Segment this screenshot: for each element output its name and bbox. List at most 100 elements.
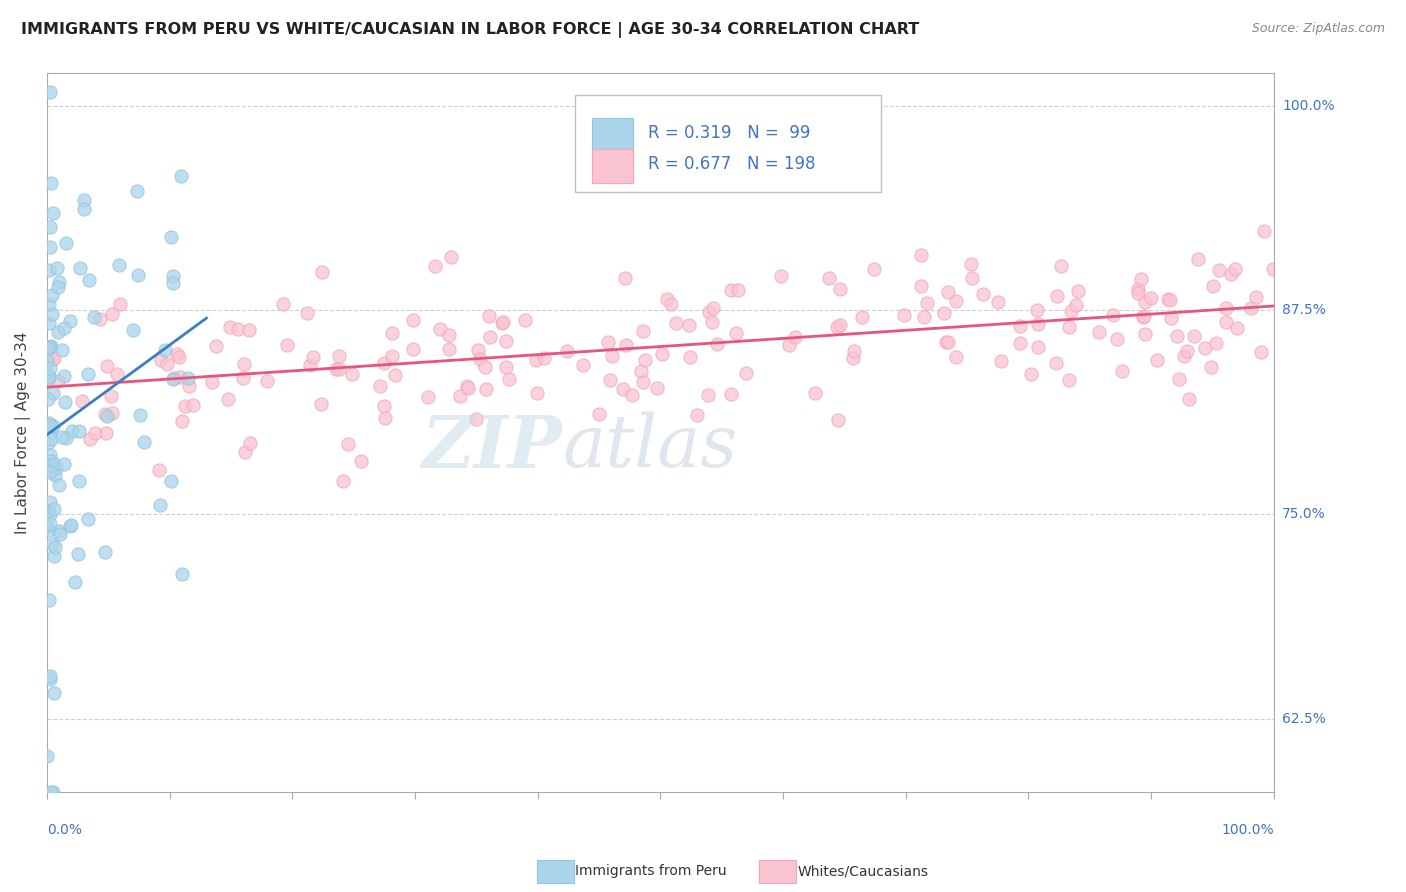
Point bbox=[1064, 298, 1087, 312]
Point bbox=[69, 260, 91, 275]
Point bbox=[37, 353, 59, 368]
Point bbox=[70, 393, 93, 408]
Point bbox=[679, 351, 702, 365]
Point bbox=[271, 297, 294, 311]
Point bbox=[474, 360, 496, 375]
Point bbox=[1105, 332, 1128, 346]
Point bbox=[1219, 267, 1241, 281]
Point bbox=[686, 409, 709, 423]
Text: Immigrants from Peru: Immigrants from Peru bbox=[575, 864, 727, 879]
Point bbox=[77, 512, 100, 526]
Point bbox=[1111, 364, 1133, 378]
Point bbox=[134, 434, 156, 449]
Point bbox=[374, 411, 396, 425]
Point bbox=[1067, 284, 1090, 298]
Point bbox=[67, 474, 90, 488]
Point bbox=[42, 206, 65, 220]
Point bbox=[340, 367, 363, 381]
Point bbox=[167, 350, 190, 364]
Point bbox=[960, 257, 983, 271]
Point bbox=[295, 306, 318, 320]
Point bbox=[201, 375, 224, 389]
Point bbox=[48, 477, 70, 491]
Point bbox=[39, 176, 62, 190]
Point bbox=[1187, 252, 1209, 267]
Point bbox=[37, 504, 59, 518]
Point bbox=[727, 283, 749, 297]
Point bbox=[49, 527, 72, 541]
Point bbox=[173, 400, 195, 414]
Point bbox=[614, 338, 637, 352]
Point bbox=[936, 285, 959, 299]
Point bbox=[1045, 356, 1067, 370]
Point bbox=[100, 406, 122, 420]
Point bbox=[41, 537, 63, 551]
Point bbox=[725, 326, 748, 340]
Point bbox=[1026, 340, 1049, 354]
Point bbox=[217, 392, 239, 407]
Point bbox=[170, 414, 193, 428]
Point bbox=[613, 271, 636, 285]
Point bbox=[94, 545, 117, 559]
Point bbox=[1139, 292, 1161, 306]
Point bbox=[1194, 341, 1216, 355]
Point bbox=[181, 398, 204, 412]
Point bbox=[912, 310, 935, 324]
Point bbox=[841, 351, 863, 366]
Point bbox=[651, 347, 673, 361]
Point bbox=[163, 371, 186, 385]
Point bbox=[172, 566, 194, 581]
Point bbox=[818, 271, 841, 285]
Point bbox=[934, 306, 956, 320]
Text: 62.5%: 62.5% bbox=[1282, 712, 1326, 726]
Point bbox=[492, 315, 515, 329]
Point bbox=[233, 444, 256, 458]
Point bbox=[38, 368, 60, 383]
Point bbox=[350, 453, 373, 467]
Point bbox=[45, 461, 67, 475]
Point bbox=[162, 276, 184, 290]
Point bbox=[1135, 327, 1157, 342]
Point bbox=[475, 382, 498, 396]
Point bbox=[38, 263, 60, 277]
Text: 87.5%: 87.5% bbox=[1282, 303, 1326, 317]
Point bbox=[83, 426, 105, 441]
Point bbox=[39, 669, 62, 683]
Point bbox=[232, 371, 254, 385]
Point bbox=[1208, 262, 1230, 277]
Point bbox=[665, 316, 688, 330]
Point bbox=[1008, 335, 1031, 350]
Text: 100.0%: 100.0% bbox=[1282, 99, 1334, 112]
Point bbox=[55, 431, 77, 445]
Point bbox=[39, 453, 62, 467]
Point bbox=[491, 316, 513, 330]
Point bbox=[1173, 350, 1195, 364]
Point bbox=[89, 311, 111, 326]
Point bbox=[53, 457, 76, 471]
Point bbox=[156, 357, 179, 371]
Point bbox=[423, 259, 446, 273]
Point bbox=[73, 202, 96, 216]
Point bbox=[38, 296, 60, 310]
Point bbox=[38, 370, 60, 384]
Point bbox=[204, 339, 226, 353]
Point bbox=[83, 310, 105, 324]
Point bbox=[48, 275, 70, 289]
Point bbox=[149, 353, 172, 368]
Point bbox=[600, 349, 623, 363]
Point bbox=[38, 418, 60, 433]
Point bbox=[1126, 282, 1149, 296]
Point bbox=[35, 366, 58, 380]
Text: R = 0.319   N =  99: R = 0.319 N = 99 bbox=[648, 124, 810, 142]
Point bbox=[149, 498, 172, 512]
Point bbox=[311, 397, 333, 411]
Point bbox=[783, 330, 806, 344]
Point bbox=[38, 85, 60, 99]
Point bbox=[1240, 301, 1263, 315]
Point bbox=[39, 432, 62, 446]
Point bbox=[328, 349, 350, 363]
Point bbox=[162, 372, 184, 386]
Point bbox=[59, 517, 82, 532]
Text: atlas: atlas bbox=[562, 412, 738, 483]
Point bbox=[1133, 310, 1156, 324]
